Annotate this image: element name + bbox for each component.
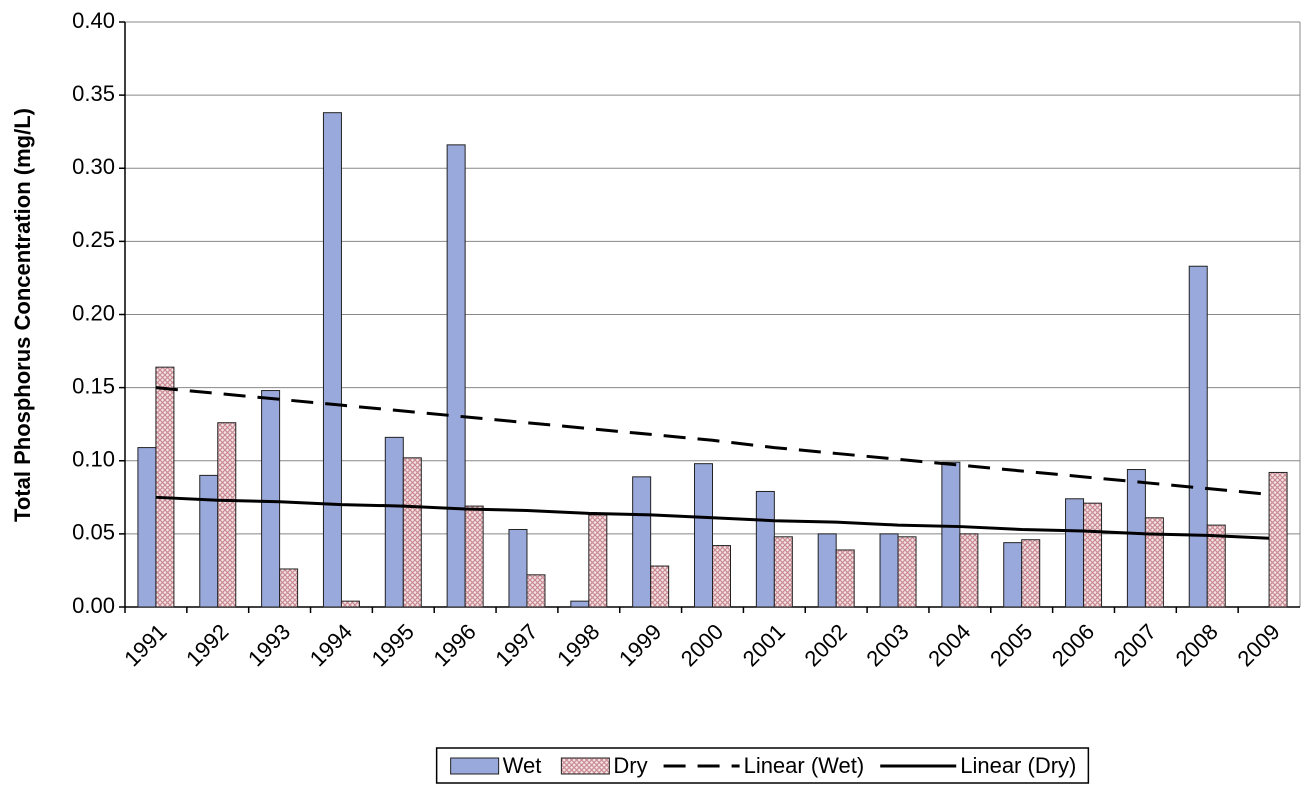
x-tick-label: 1993	[243, 619, 295, 671]
bar	[217, 422, 237, 608]
y-tick-label: 0.05	[72, 520, 115, 545]
y-tick-label: 0.35	[72, 81, 115, 106]
bar	[835, 549, 855, 608]
bar	[1021, 539, 1041, 608]
legend-label: Linear (Wet)	[744, 753, 865, 778]
x-tick-label: 1995	[367, 619, 419, 671]
bar	[1188, 265, 1208, 608]
legend-swatch	[450, 757, 500, 775]
bar	[1268, 471, 1288, 608]
y-tick-label: 0.25	[72, 227, 115, 252]
bar	[570, 600, 590, 608]
bar	[897, 536, 917, 608]
x-tick-label: 1996	[428, 619, 480, 671]
x-tick-label: 1999	[614, 619, 666, 671]
x-tick-label: 2001	[738, 619, 790, 671]
bar	[137, 447, 157, 608]
bar	[402, 457, 422, 608]
bar	[155, 366, 175, 608]
bar	[1126, 469, 1146, 608]
y-tick-label: 0.00	[72, 593, 115, 618]
x-tick-label: 2005	[985, 619, 1037, 671]
x-tick-label: 1992	[181, 619, 233, 671]
bar	[340, 600, 360, 608]
x-tick-label: 2008	[1171, 619, 1223, 671]
legend-label: Dry	[613, 753, 647, 778]
bar	[322, 112, 342, 608]
x-tick-label: 2004	[923, 619, 975, 671]
bar	[261, 390, 281, 608]
bar	[279, 568, 299, 608]
y-tick-label: 0.10	[72, 447, 115, 472]
trend-line	[155, 495, 1270, 540]
x-tick-label: 2002	[800, 619, 852, 671]
bar	[755, 490, 775, 608]
legend-label: Linear (Dry)	[960, 753, 1076, 778]
bar	[694, 463, 713, 608]
bar	[1206, 524, 1226, 608]
y-tick-label: 0.20	[72, 300, 115, 325]
y-axis-title: Total Phosphorus Concentration (mg/L)	[10, 108, 35, 522]
bar	[941, 461, 961, 608]
x-tick-label: 2009	[1232, 619, 1284, 671]
y-tick-label: 0.15	[72, 373, 115, 398]
bar	[526, 574, 546, 608]
legend: Wet Dry Linear (Wet) Linear (Dry)	[435, 747, 1090, 784]
bar	[1144, 517, 1164, 608]
bar	[650, 565, 670, 608]
bar	[959, 533, 979, 608]
y-tick-label: 0.30	[72, 154, 115, 179]
bar	[632, 476, 652, 608]
legend-label: Wet	[503, 753, 542, 778]
bar	[1003, 542, 1023, 608]
bar	[879, 533, 899, 608]
bar	[199, 474, 219, 608]
bar	[1083, 502, 1103, 608]
bar	[817, 533, 837, 608]
x-tick-label: 2003	[861, 619, 913, 671]
bar	[508, 528, 528, 608]
legend-swatch	[560, 757, 610, 775]
x-tick-label: 2007	[1109, 619, 1161, 671]
bar	[712, 545, 731, 608]
bar	[773, 536, 793, 608]
x-tick-label: 1998	[552, 619, 604, 671]
legend-box	[435, 747, 1090, 784]
bar	[588, 514, 608, 608]
bar	[384, 436, 404, 608]
x-tick-label: 1991	[119, 619, 171, 671]
bar	[464, 505, 484, 608]
x-tick-label: 2000	[676, 619, 728, 671]
bar	[1065, 498, 1085, 608]
trend-line	[155, 386, 1270, 496]
x-tick-label: 1997	[490, 619, 542, 671]
x-tick-label: 1994	[305, 619, 357, 671]
bar	[446, 144, 466, 608]
y-tick-label: 0.40	[72, 8, 115, 33]
x-tick-label: 2006	[1047, 619, 1099, 671]
